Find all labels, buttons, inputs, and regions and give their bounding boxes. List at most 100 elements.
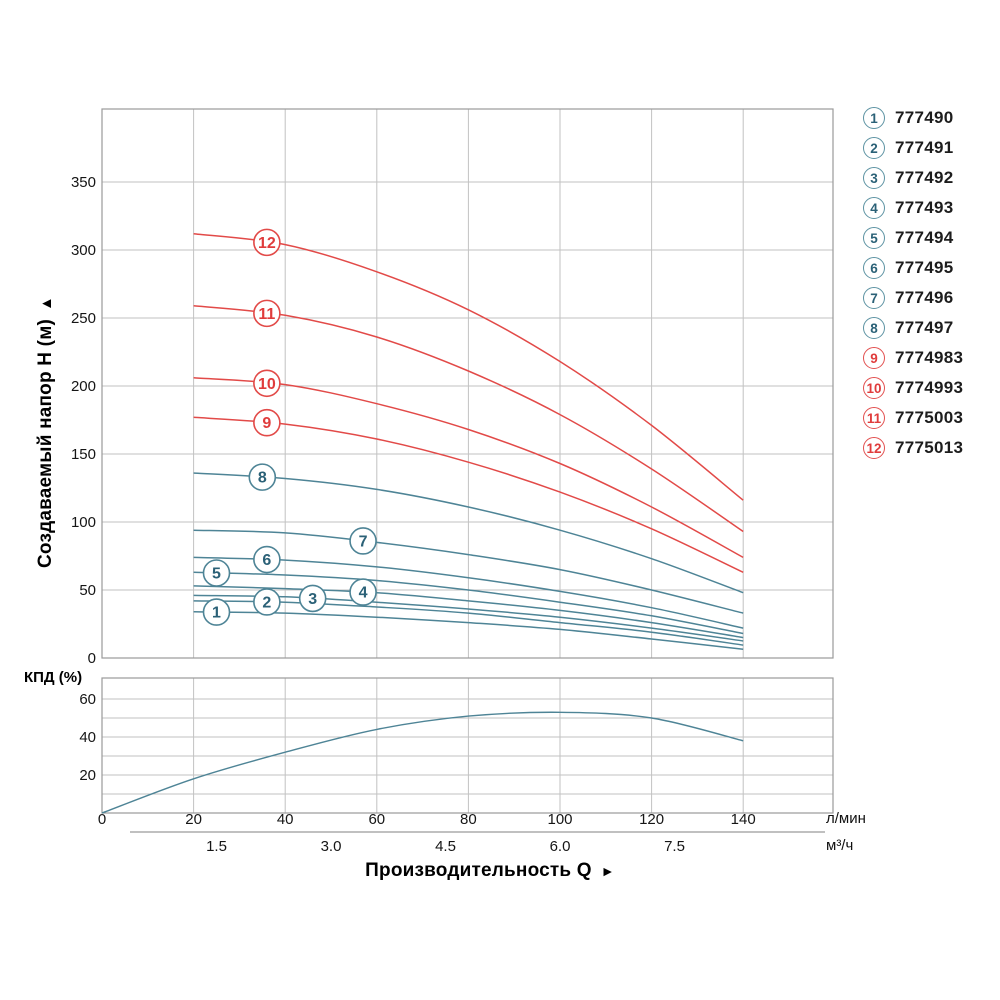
x-tick-label-secondary: 4.5 [435,838,456,855]
curve-badge-circle-1 [202,598,231,626]
head-y-tick-label: 150 [71,446,96,463]
x-tick-label: 80 [460,811,477,828]
legend-item-8: 8 777497 [863,317,963,339]
head-axis-title-text: Создаваемый напор H (м) [35,319,56,569]
legend-code-11: 7775003 [895,408,964,427]
legend-item-4: 4 777493 [863,197,963,219]
curve-badge-label-7: 7 [359,533,368,550]
legend-item-2: 2 777491 [863,137,963,159]
curve-badge-label-4: 4 [359,585,368,602]
x-tick-label: 40 [277,811,294,828]
head-curve-6 [193,556,744,629]
head-curve-3 [193,594,744,642]
legend-code-6: 777495 [895,258,954,277]
head-plot-border [101,108,834,659]
curve-badge-label-9: 9 [262,415,271,432]
legend-marker-8: 8 [863,317,885,339]
legend-code-12: 7775013 [895,438,964,457]
legend-code-7: 777496 [895,288,954,307]
legend-item-3: 3 777492 [863,167,963,189]
x-tick-label: 100 [547,811,572,828]
x-tick-label-secondary: 3.0 [321,838,342,855]
legend-marker-3: 3 [863,167,885,189]
curve-badge-11: 11 [253,299,281,328]
head-y-tick-label: 100 [71,514,96,531]
x-tick-label-secondary: 1.5 [206,838,227,855]
curve-badge-circle-10 [253,369,281,398]
legend-code-1: 777490 [895,108,954,127]
curve-badge-12: 12 [253,228,281,257]
efficiency-plot-border [101,677,834,814]
efficiency-y-tick-label: 40 [79,729,96,746]
curve-badge-1: 1 [202,598,231,626]
grid [102,109,833,813]
x-tick-label: 60 [368,811,385,828]
legend-marker-10: 10 [863,377,885,399]
legend-item-7: 7 777496 [863,287,963,309]
curve-badge-label-2: 2 [262,594,271,611]
curve-badge-circle-9 [253,408,281,437]
curve-badge-circle-7 [349,527,377,555]
head-curve-9 [193,416,744,573]
curve-badge-label-12: 12 [258,235,276,252]
x-tick-label-secondary: 7.5 [664,838,685,855]
head-y-tick-label: 0 [88,650,96,667]
head-curve-11 [193,305,744,533]
flow-axis-title-text: Производительность Q [365,860,592,881]
curve-badge-label-8: 8 [258,470,267,487]
axis-tick-labels: 0 50 100 150 200 250 300 350 20 40 60 0 20 40 60 80 100 1… [71,174,756,855]
curve-badge-2: 2 [253,588,281,616]
legend-item-5: 5 777494 [863,227,963,249]
x-tick-label: 20 [185,811,202,828]
head-y-tick-label: 50 [79,582,96,599]
legend-marker-12: 12 [863,437,885,459]
legend-item-1: 1 777490 [863,107,963,129]
head-y-tick-label: 350 [71,174,96,191]
head-curve-8 [193,472,744,594]
head-y-tick-label: 200 [71,378,96,395]
curve-badge-label-11: 11 [258,306,275,323]
curve-badge-7: 7 [349,527,377,555]
head-curves [193,232,744,650]
legend-item-12: 12 7775013 [863,437,963,459]
head-curve-10 [193,377,744,559]
legend-code-2: 777491 [895,138,954,157]
head-curve-2 [193,600,744,646]
legend-item-9: 9 7774983 [863,347,963,369]
legend-marker-5: 5 [863,227,885,249]
unit-label-l-min: л/мин [826,810,866,827]
legend: 1 777490 2 777491 3 777492 4 777493 5 777494 6 7774… [863,107,963,467]
head-curve-5 [193,571,744,635]
efficiency-axis-title: КПД (%) [24,669,83,686]
curve-badge-label-5: 5 [212,566,221,583]
legend-marker-11: 11 [863,407,885,429]
curve-badge-circle-2 [253,588,281,616]
legend-marker-1: 1 [863,107,885,129]
x-tick-label: 120 [639,811,664,828]
x-tick-label: 0 [98,811,106,828]
legend-code-9: 7774983 [895,348,964,367]
flow-axis-title: Производительность Q ► [365,860,615,882]
unit-label-m3-h: м³/ч [826,837,854,854]
legend-code-4: 777493 [895,198,954,217]
x-tick-label-secondary: 6.0 [550,838,571,855]
legend-code-10: 7774993 [895,378,964,397]
efficiency-y-tick-label: 60 [79,691,96,708]
curve-badge-6: 6 [253,545,281,574]
curve-badge-10: 10 [253,369,281,398]
curve-badge-circle-6 [253,545,281,574]
head-y-tick-label: 250 [71,310,96,327]
curve-badge-label-10: 10 [258,376,276,393]
up-arrow-icon: ▲ [38,295,55,312]
head-curve-4 [193,585,744,639]
curve-badge-circle-12 [253,228,281,257]
curve-badge-circle-11 [253,299,281,328]
legend-code-5: 777494 [895,228,954,247]
legend-marker-2: 2 [863,137,885,159]
curve-badge-circle-3 [298,584,327,613]
legend-marker-7: 7 [863,287,885,309]
curve-badge-4: 4 [349,578,377,606]
x-tick-label: 140 [731,811,756,828]
